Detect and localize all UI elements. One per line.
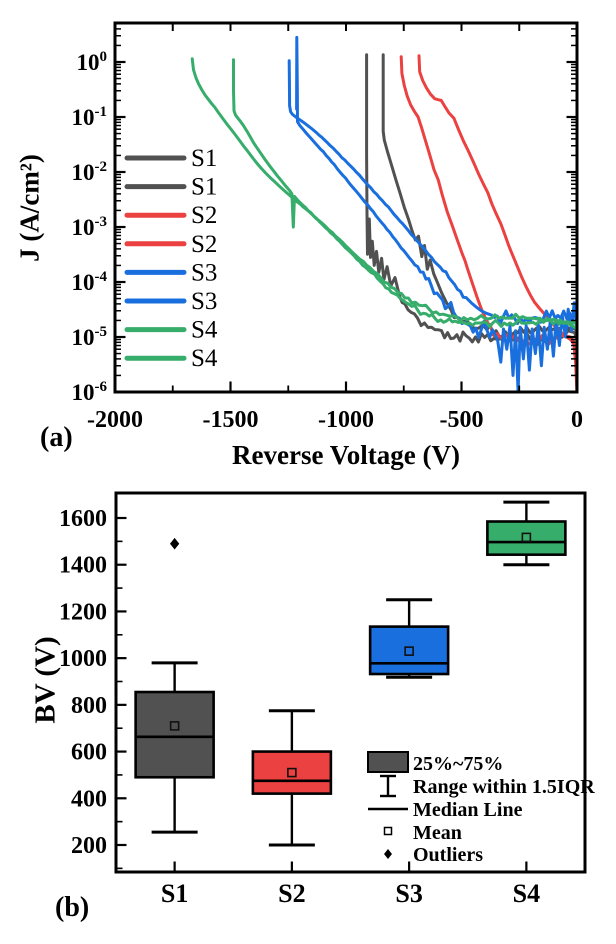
box-S4 (486, 500, 567, 567)
panel-a-label: (a) (40, 422, 73, 453)
curve-S4-6 (190, 57, 577, 328)
panel-a-x-axis-title: Reverse Voltage (V) (232, 440, 460, 470)
panel-a-curves (190, 35, 577, 392)
legend-label-S4: S4 (191, 317, 218, 344)
mean-marker-S4 (521, 532, 532, 543)
legend-outliers-icon (384, 849, 392, 859)
curve-S4-7 (232, 58, 577, 331)
panel-a-plot: 10010-110-210-310-410-510-6S1S1S2S2S3S3S… (72, 21, 579, 405)
panel-a-ticks (113, 24, 579, 394)
tick-label: 800 (71, 693, 107, 719)
curve-S3-4 (287, 59, 577, 326)
tick-label: 1200 (59, 599, 107, 625)
legend-label-S2: S2 (191, 202, 217, 229)
tick-label: -500 (440, 407, 484, 433)
legend-label-S4: S4 (191, 345, 218, 372)
legend-whisker-icon (380, 774, 396, 798)
iqr-box-S4 (486, 520, 567, 556)
tick-label: 10-2 (72, 159, 108, 185)
mean-marker-S3 (404, 646, 414, 656)
tick-label: 1400 (59, 553, 107, 579)
tick-label: 10-6 (72, 379, 108, 405)
tick-label: Range within 1.5IQR (413, 776, 595, 798)
mean-marker-S1 (169, 721, 180, 731)
category-label-S3: S3 (395, 879, 422, 908)
legend-label-S3: S3 (191, 259, 217, 286)
iqr-box-S1 (134, 690, 215, 779)
tick-label: -1500 (203, 407, 259, 433)
legend-label-S3: S3 (191, 288, 217, 315)
tick-label: Median Line (413, 799, 523, 821)
tick-label: -2000 (87, 407, 143, 433)
tick-label: Outliers (413, 844, 483, 866)
legend-label-S1: S1 (191, 145, 217, 172)
tick-label: Mean (413, 822, 462, 844)
tick-label: 100 (77, 49, 108, 75)
legend-mean-icon (383, 826, 393, 836)
category-label-S1: S1 (161, 879, 188, 908)
curve-S3-5 (295, 35, 577, 392)
legend-label-S2: S2 (191, 231, 217, 258)
panel-a-y-axis-title: J (A/cm²) (14, 154, 45, 262)
box-S3 (368, 598, 450, 679)
tick-label: 10-5 (72, 324, 108, 350)
curve-S1-1 (381, 53, 577, 339)
panel-b-y-axis-title: BV (V) (29, 636, 62, 724)
tick-label: 10-1 (72, 104, 108, 130)
tick-label: -1000 (318, 407, 374, 433)
tick-label: 400 (71, 786, 107, 812)
box-S2 (251, 709, 333, 847)
tick-label: 200 (71, 833, 107, 859)
category-label-S2: S2 (278, 879, 305, 908)
iqr-box-S3 (368, 625, 450, 676)
outlier-marker-S1 (169, 537, 180, 550)
legend-label-S1: S1 (191, 174, 217, 201)
legend-iqr-box-icon (367, 751, 409, 773)
mean-marker-S2 (287, 767, 297, 778)
box-S1 (134, 537, 215, 834)
panel-b-plot: 200 400 600 800 1000 1200 1400 1600 S1 S2 S3 S4 25%~… (59, 491, 595, 908)
tick-label: 1000 (59, 646, 107, 672)
panel-a-frame (113, 21, 579, 394)
category-label-S4: S4 (513, 879, 540, 908)
iqr-box-S2 (251, 750, 333, 795)
tick-label: 1600 (59, 506, 107, 532)
panel-b-frame (114, 491, 587, 874)
tick-label: 10-3 (72, 214, 108, 240)
tick-label: 25%~75% (413, 753, 503, 775)
panel-b-ticks (117, 516, 528, 871)
panel-b-label: (b) (55, 892, 90, 923)
tick-label: 0 (571, 407, 583, 433)
tick-label: 10-4 (72, 269, 108, 295)
tick-label: 600 (71, 740, 107, 766)
